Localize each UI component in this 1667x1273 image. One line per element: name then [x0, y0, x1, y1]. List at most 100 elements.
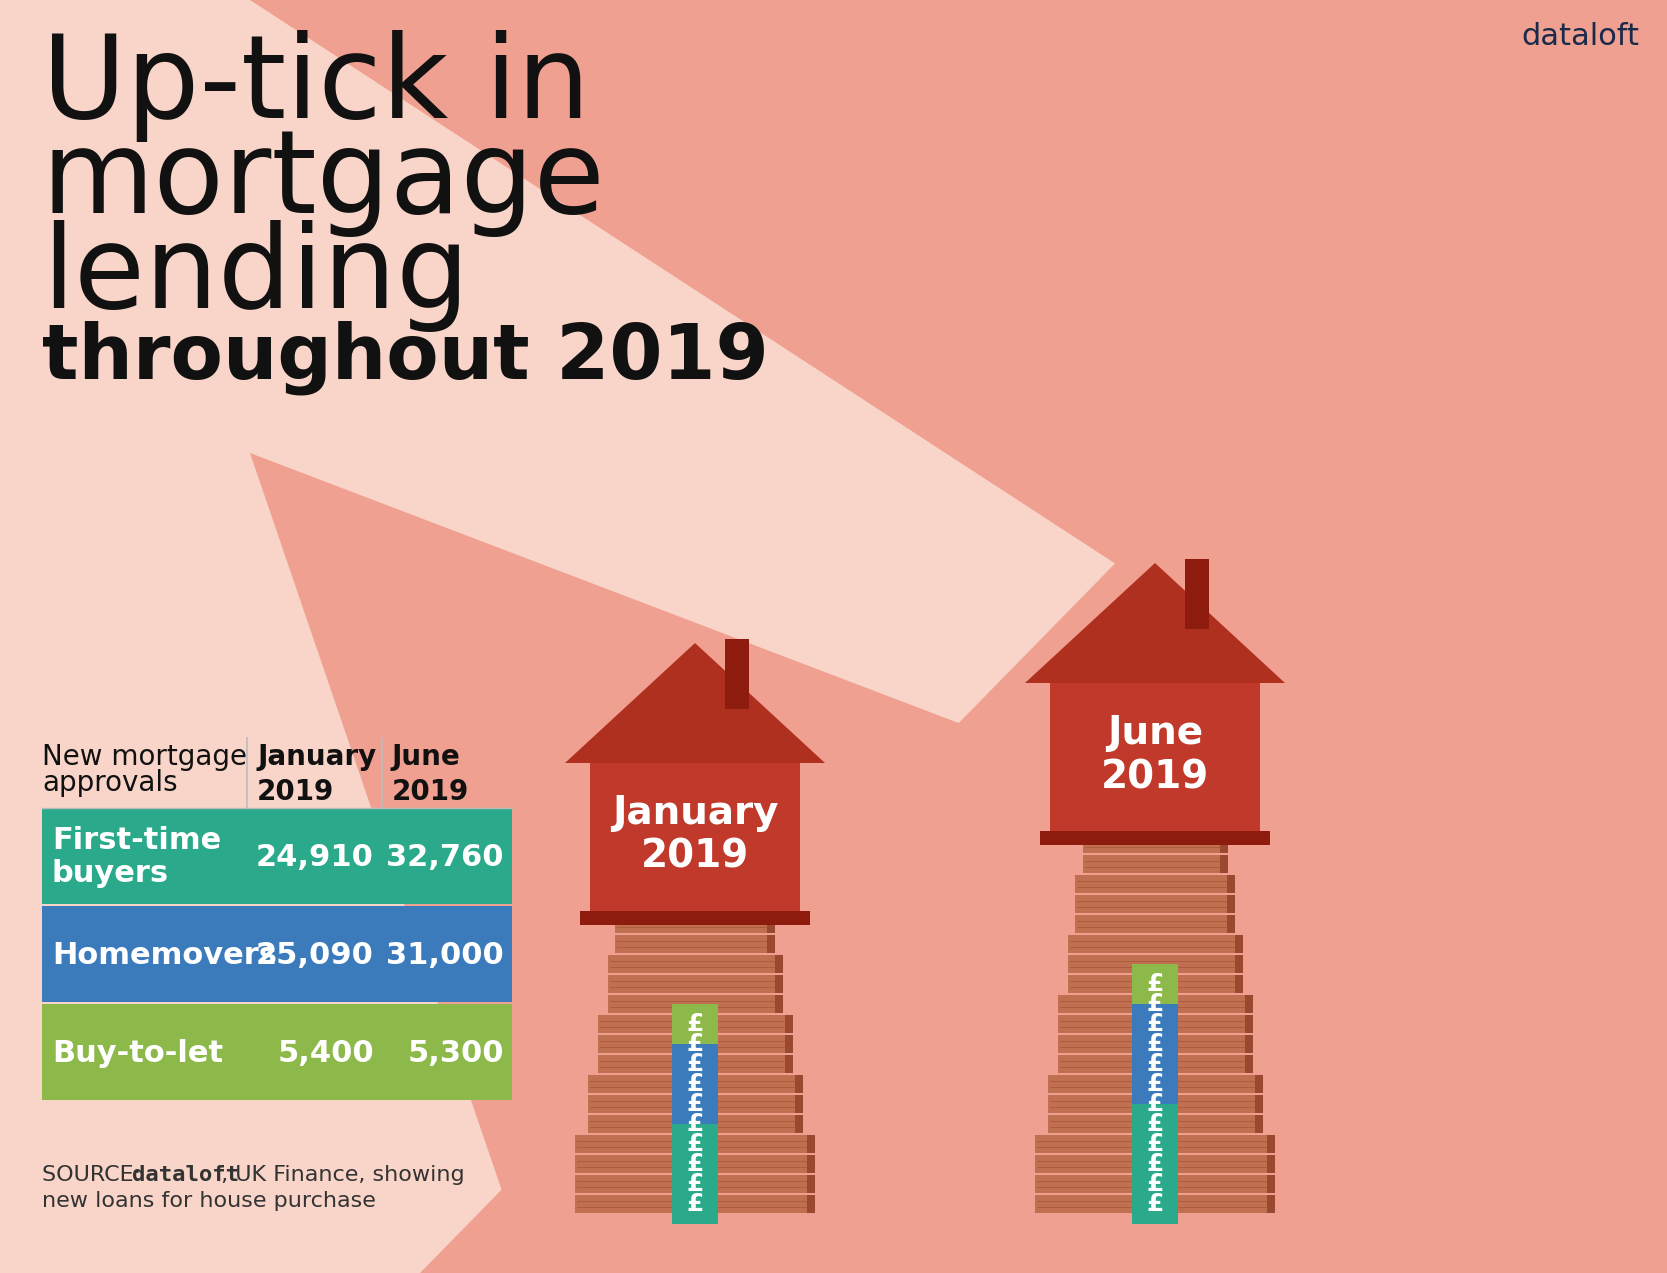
Bar: [575, 1175, 815, 1193]
Bar: [1067, 934, 1242, 953]
Polygon shape: [565, 643, 825, 763]
Text: Homemovers: Homemovers: [52, 941, 277, 970]
Bar: [1035, 1195, 1275, 1213]
Bar: [795, 1095, 802, 1113]
Bar: [1047, 1115, 1262, 1133]
Bar: [1220, 835, 1227, 853]
Bar: [1067, 955, 1242, 973]
Bar: [1040, 831, 1270, 845]
Text: dataloft: dataloft: [132, 1165, 238, 1185]
Bar: [795, 1115, 802, 1133]
Text: January
2019: January 2019: [257, 743, 377, 806]
Bar: [1185, 559, 1209, 629]
Bar: [607, 955, 782, 973]
Bar: [807, 1175, 815, 1193]
Bar: [587, 1074, 802, 1094]
Bar: [672, 1023, 718, 1064]
Text: £: £: [687, 1172, 703, 1197]
Bar: [1267, 1175, 1275, 1193]
Bar: [615, 915, 775, 933]
Bar: [1075, 895, 1235, 913]
Bar: [1220, 855, 1227, 873]
Bar: [575, 1136, 815, 1153]
Bar: [1082, 835, 1227, 853]
Bar: [1132, 1144, 1179, 1184]
Bar: [597, 1035, 792, 1053]
Bar: [1132, 1044, 1179, 1085]
Bar: [1245, 1015, 1252, 1032]
Polygon shape: [420, 0, 1667, 1273]
Text: Up-tick in: Up-tick in: [42, 31, 590, 143]
Text: £: £: [1147, 1132, 1164, 1156]
Bar: [1235, 975, 1242, 993]
Bar: [672, 1184, 718, 1225]
Text: £: £: [1147, 992, 1164, 1016]
Bar: [1035, 1175, 1275, 1193]
Text: SOURCE:: SOURCE:: [42, 1165, 148, 1185]
Text: £: £: [1147, 1113, 1164, 1136]
Bar: [1132, 1124, 1179, 1164]
Text: £: £: [687, 1113, 703, 1136]
Bar: [1227, 915, 1235, 933]
Bar: [1245, 995, 1252, 1013]
Bar: [672, 1124, 718, 1164]
Text: £: £: [1147, 1152, 1164, 1176]
Text: 24,910: 24,910: [257, 843, 373, 872]
Bar: [725, 639, 748, 709]
Bar: [1132, 1184, 1179, 1225]
Bar: [1075, 875, 1235, 892]
Bar: [1132, 1004, 1179, 1044]
Bar: [807, 1155, 815, 1172]
Bar: [1047, 1074, 1262, 1094]
Text: 5,300: 5,300: [407, 1039, 503, 1068]
Bar: [785, 1015, 792, 1032]
Bar: [767, 934, 775, 953]
Text: £: £: [1147, 1032, 1164, 1057]
Bar: [575, 1155, 815, 1172]
Bar: [1255, 1115, 1262, 1133]
Bar: [807, 1136, 815, 1153]
Polygon shape: [250, 0, 1667, 923]
Bar: [672, 1044, 718, 1085]
Text: £: £: [687, 1092, 703, 1116]
Bar: [1047, 1095, 1262, 1113]
Bar: [672, 1104, 718, 1144]
Text: £: £: [687, 1192, 703, 1216]
Bar: [767, 915, 775, 933]
Text: June
2019: June 2019: [392, 743, 468, 806]
Bar: [1132, 964, 1179, 1004]
Bar: [607, 975, 782, 993]
Bar: [1057, 1055, 1252, 1073]
Bar: [807, 1195, 815, 1213]
Bar: [1267, 1155, 1275, 1172]
Text: Buy-to-let: Buy-to-let: [52, 1039, 223, 1068]
Text: dataloft: dataloft: [1520, 22, 1639, 51]
Text: £: £: [1147, 1012, 1164, 1036]
Bar: [1057, 1015, 1252, 1032]
Text: lending: lending: [42, 220, 470, 332]
Bar: [672, 1085, 718, 1124]
Bar: [615, 934, 775, 953]
Bar: [42, 808, 512, 904]
Text: £: £: [1147, 1072, 1164, 1096]
Bar: [1227, 895, 1235, 913]
Bar: [1227, 875, 1235, 892]
Bar: [1082, 855, 1227, 873]
Bar: [1057, 995, 1252, 1013]
Bar: [1067, 975, 1242, 993]
Text: 5,400: 5,400: [277, 1039, 373, 1068]
Text: 25,090: 25,090: [257, 941, 373, 970]
Bar: [1267, 1195, 1275, 1213]
Bar: [672, 1004, 718, 1044]
Text: , UK Finance, showing: , UK Finance, showing: [213, 1165, 465, 1185]
Bar: [775, 995, 782, 1013]
Bar: [1255, 1074, 1262, 1094]
Text: £: £: [1147, 1172, 1164, 1197]
Bar: [580, 911, 810, 925]
Bar: [1132, 1085, 1179, 1124]
Bar: [672, 1164, 718, 1204]
Bar: [1075, 915, 1235, 933]
Bar: [597, 1015, 792, 1032]
Polygon shape: [250, 453, 1667, 1273]
Bar: [587, 1115, 802, 1133]
